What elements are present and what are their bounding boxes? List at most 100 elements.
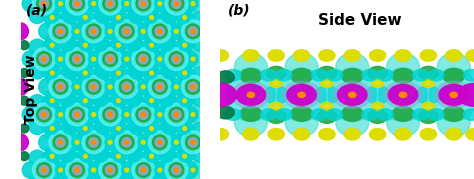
Circle shape (171, 78, 188, 95)
Circle shape (298, 92, 305, 97)
Circle shape (78, 131, 86, 138)
Circle shape (188, 97, 195, 104)
Circle shape (119, 135, 134, 150)
Circle shape (153, 135, 167, 150)
Circle shape (191, 146, 208, 162)
Circle shape (45, 103, 53, 110)
Circle shape (66, 139, 74, 146)
Circle shape (179, 28, 187, 35)
Circle shape (175, 118, 191, 134)
Circle shape (169, 163, 184, 177)
Circle shape (46, 122, 62, 139)
Circle shape (54, 49, 61, 57)
Circle shape (175, 7, 191, 23)
Circle shape (158, 35, 175, 51)
Circle shape (123, 0, 130, 7)
Circle shape (174, 140, 178, 144)
Circle shape (136, 77, 144, 85)
Circle shape (133, 139, 140, 146)
Circle shape (185, 79, 201, 94)
Circle shape (115, 14, 122, 21)
Circle shape (182, 75, 204, 98)
Circle shape (178, 119, 185, 126)
Circle shape (99, 134, 115, 151)
Circle shape (176, 33, 183, 41)
Circle shape (93, 49, 101, 57)
Ellipse shape (336, 108, 369, 137)
Circle shape (181, 14, 188, 21)
Circle shape (178, 47, 185, 55)
Circle shape (125, 146, 142, 162)
Ellipse shape (285, 108, 318, 137)
Circle shape (127, 172, 134, 179)
Circle shape (155, 69, 162, 77)
Circle shape (59, 67, 75, 84)
Circle shape (184, 36, 192, 43)
Circle shape (145, 20, 152, 27)
Circle shape (45, 36, 53, 43)
Circle shape (45, 47, 53, 55)
Circle shape (155, 27, 164, 36)
Circle shape (151, 8, 159, 15)
Circle shape (217, 71, 234, 83)
Circle shape (217, 106, 234, 119)
Circle shape (179, 83, 187, 91)
Circle shape (29, 118, 46, 134)
Circle shape (42, 173, 59, 179)
Circle shape (186, 61, 193, 69)
Circle shape (174, 97, 182, 104)
Circle shape (175, 173, 191, 179)
Circle shape (54, 6, 61, 13)
Circle shape (192, 105, 200, 112)
Circle shape (169, 144, 177, 152)
Circle shape (100, 83, 107, 91)
Circle shape (115, 75, 138, 98)
Circle shape (148, 20, 171, 43)
Circle shape (188, 125, 195, 132)
Circle shape (36, 52, 51, 66)
Circle shape (99, 48, 122, 71)
Circle shape (70, 0, 84, 11)
Circle shape (83, 166, 91, 174)
Circle shape (130, 0, 137, 7)
Circle shape (127, 160, 134, 168)
Circle shape (73, 83, 81, 90)
Circle shape (166, 83, 173, 91)
Circle shape (83, 71, 87, 75)
Circle shape (117, 43, 120, 47)
Circle shape (121, 69, 129, 77)
Circle shape (75, 85, 79, 89)
Circle shape (247, 92, 255, 97)
Circle shape (49, 131, 72, 154)
Circle shape (178, 122, 194, 139)
Circle shape (73, 110, 82, 119)
Circle shape (145, 103, 152, 110)
Circle shape (466, 129, 474, 140)
Circle shape (11, 134, 28, 151)
Circle shape (416, 86, 441, 104)
Circle shape (58, 140, 63, 144)
Circle shape (188, 82, 198, 91)
Circle shape (75, 153, 82, 160)
Circle shape (54, 61, 61, 69)
Circle shape (136, 163, 151, 177)
Circle shape (162, 7, 178, 23)
Circle shape (327, 109, 343, 120)
Circle shape (184, 63, 192, 71)
Circle shape (143, 144, 150, 152)
Circle shape (112, 67, 128, 84)
Circle shape (103, 107, 118, 122)
Circle shape (192, 172, 200, 179)
Circle shape (70, 52, 84, 66)
Circle shape (75, 140, 79, 144)
Circle shape (384, 81, 422, 108)
Circle shape (186, 105, 193, 112)
Circle shape (53, 79, 68, 94)
Circle shape (153, 79, 167, 94)
Circle shape (85, 103, 92, 110)
Circle shape (118, 91, 126, 98)
Circle shape (22, 162, 39, 178)
Circle shape (109, 62, 125, 79)
Circle shape (118, 131, 126, 138)
Circle shape (49, 106, 66, 123)
